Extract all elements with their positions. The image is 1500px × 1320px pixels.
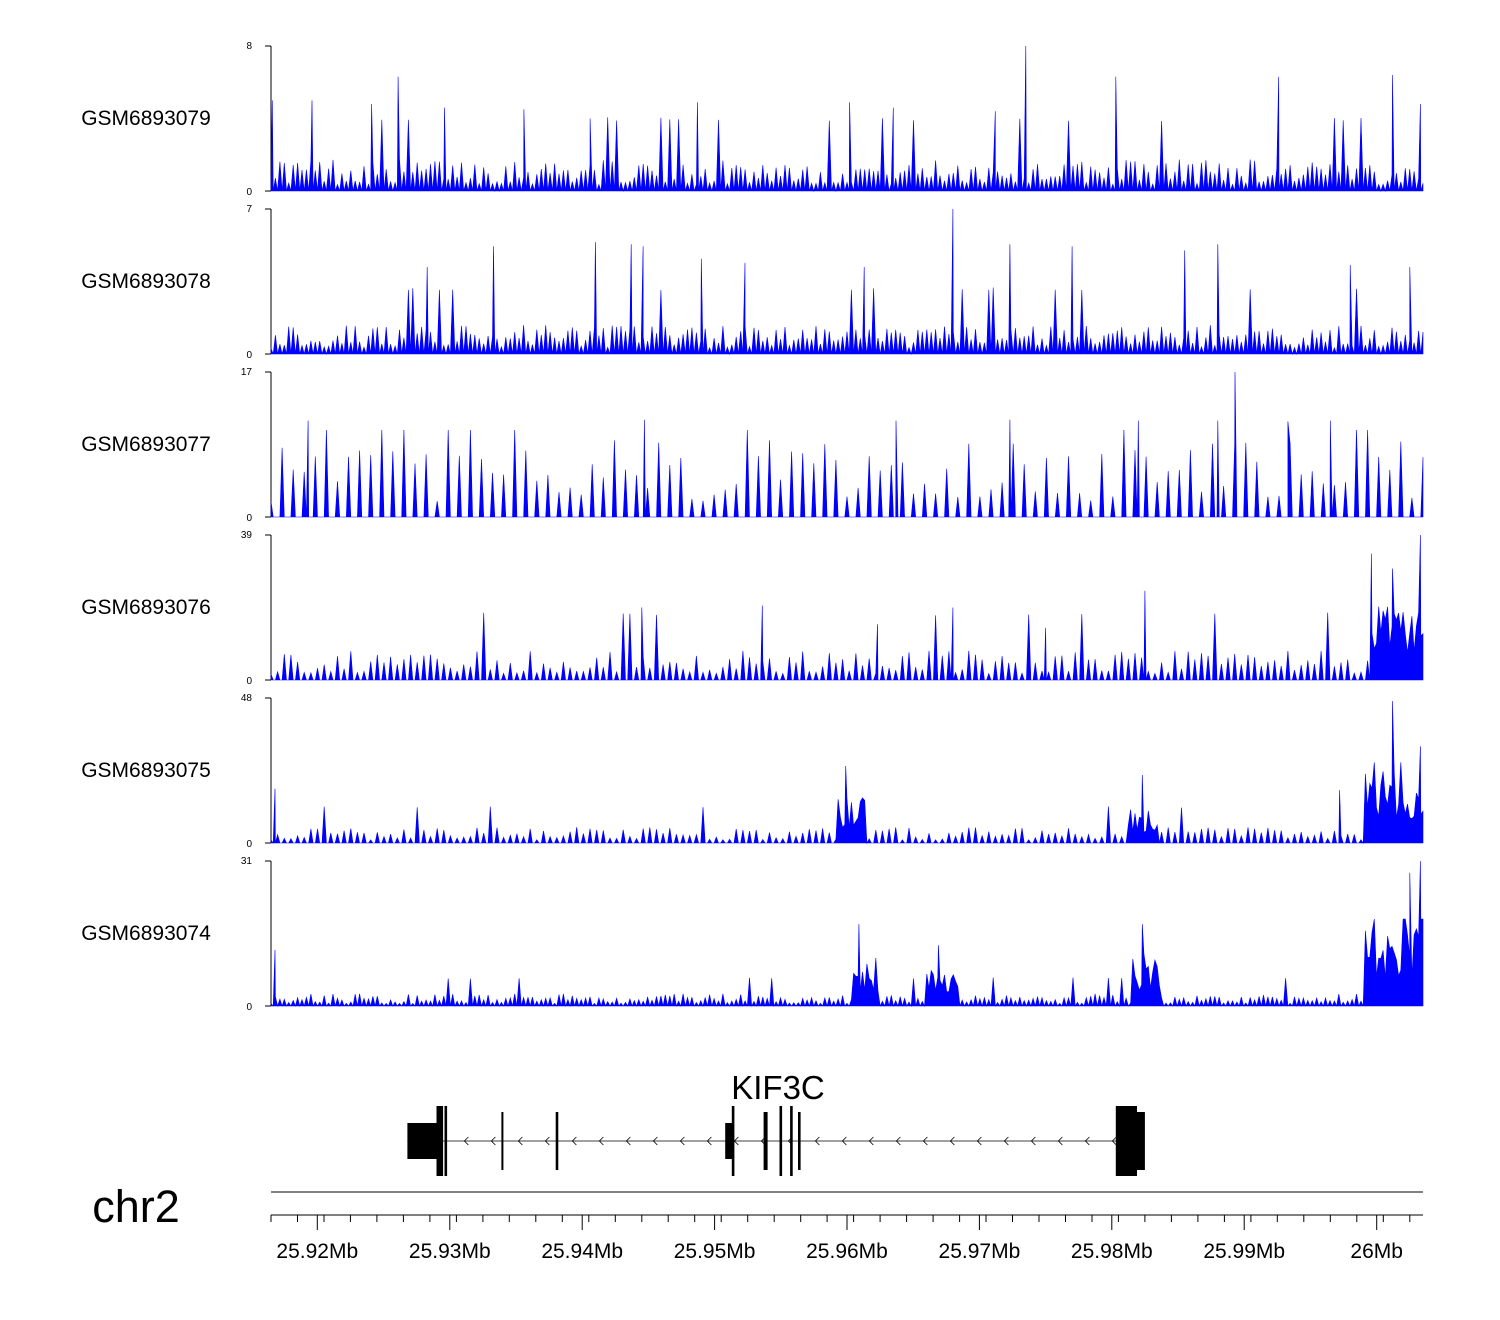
x-tick-label: 25.98Mb	[1071, 1240, 1153, 1263]
strand-arrow	[1111, 1136, 1117, 1146]
y-tick-max-label: 7	[246, 204, 252, 215]
y-tick-max-label: 17	[241, 367, 253, 378]
y-tick-max-label: 8	[246, 41, 252, 52]
coverage-area	[270, 208, 1424, 356]
track-GSM6893077: GSM6893077 17 0	[81, 367, 1424, 524]
strand-arrow	[679, 1136, 685, 1146]
y-tick-max-label: 39	[241, 530, 253, 541]
x-ticks: 25.92Mb 25.93Mb 25.94Mb 25.95Mb 25.96Mb 25.97…	[270, 1215, 1411, 1263]
strand-arrow	[463, 1136, 469, 1146]
x-tick-label: 25.93Mb	[409, 1240, 491, 1263]
exon	[798, 1112, 801, 1170]
exon	[731, 1106, 735, 1176]
track-GSM6893076: GSM6893076 39 0	[81, 530, 1424, 687]
strand-arrow	[652, 1136, 658, 1146]
coverage-area	[270, 700, 1424, 845]
exon	[763, 1112, 768, 1170]
strand-arrow	[1084, 1136, 1090, 1146]
x-tick-label: 25.97Mb	[939, 1240, 1021, 1263]
strand-arrow	[976, 1136, 982, 1146]
gene-name-label: KIF3C	[731, 1069, 825, 1106]
x-tick-label: 25.94Mb	[541, 1240, 623, 1263]
track-GSM6893075: GSM6893075 48 0	[81, 693, 1424, 850]
strand-arrow	[598, 1136, 604, 1146]
y-tick-zero-label: 0	[246, 513, 252, 524]
coverage-area	[270, 534, 1424, 681]
strand-arrow	[841, 1136, 847, 1146]
coverage-area	[270, 45, 1424, 193]
track-label: GSM6893079	[81, 107, 211, 130]
track-label: GSM6893076	[81, 596, 211, 619]
x-tick-label: 25.92Mb	[276, 1240, 358, 1263]
strand-arrow	[814, 1136, 820, 1146]
y-tick-zero-label: 0	[246, 187, 252, 198]
y-tick-zero-label: 0	[246, 839, 252, 850]
track-label: GSM6893078	[81, 270, 211, 293]
y-tick-max-label: 48	[241, 693, 253, 704]
strand-arrow	[1003, 1136, 1009, 1146]
chromosome-label: chr2	[92, 1181, 180, 1232]
track-GSM6893074: GSM6893074 31 0	[81, 856, 1424, 1013]
strand-arrow	[1030, 1136, 1036, 1146]
exon	[725, 1123, 734, 1159]
strand-arrow	[490, 1136, 496, 1146]
strand-arrow	[517, 1136, 523, 1146]
y-tick-zero-label: 0	[246, 676, 252, 687]
coverage-area	[270, 371, 1424, 518]
strand-arrow	[868, 1136, 874, 1146]
coverage-tracks: GSM689307980GSM689307870GSM6893077170GSM…	[81, 41, 1424, 1013]
exon	[555, 1112, 559, 1170]
exon	[790, 1106, 793, 1176]
gene-track: KIF3C	[407, 1069, 1145, 1176]
y-tick-zero-label: 0	[246, 1002, 252, 1013]
strand-arrow	[544, 1136, 550, 1146]
strand-arrow	[895, 1136, 901, 1146]
strand-arrow	[922, 1136, 928, 1146]
track-label: GSM6893074	[81, 922, 211, 945]
exon	[440, 1106, 444, 1176]
track-label: GSM6893077	[81, 433, 211, 456]
x-tick-label: 25.95Mb	[674, 1240, 756, 1263]
exon	[407, 1123, 440, 1159]
track-GSM6893079: GSM6893079 8 0	[81, 41, 1424, 198]
strand-arrow	[1057, 1136, 1063, 1146]
genome-axis: chr2 25.92Mb 25.93Mb 25.94Mb 25.95Mb 25.96Mb…	[92, 1181, 1423, 1263]
exon	[444, 1106, 448, 1176]
track-label: GSM6893075	[81, 759, 211, 782]
exon	[779, 1106, 783, 1176]
x-tick-label: 25.96Mb	[806, 1240, 888, 1263]
exon	[1115, 1106, 1137, 1176]
gene-model	[407, 1106, 1145, 1176]
x-tick-label: 26Mb	[1350, 1240, 1403, 1263]
strand-arrow	[949, 1136, 955, 1146]
x-tick-label: 25.99Mb	[1203, 1240, 1285, 1263]
strand-arrow	[571, 1136, 577, 1146]
exon	[501, 1112, 504, 1170]
y-tick-max-label: 31	[241, 856, 253, 867]
exon	[1134, 1112, 1145, 1170]
exon	[436, 1106, 441, 1176]
y-tick-zero-label: 0	[246, 350, 252, 361]
strand-arrow	[706, 1136, 712, 1146]
coverage-area	[270, 860, 1424, 1008]
track-GSM6893078: GSM6893078 7 0	[81, 204, 1424, 361]
strand-arrow	[625, 1136, 631, 1146]
